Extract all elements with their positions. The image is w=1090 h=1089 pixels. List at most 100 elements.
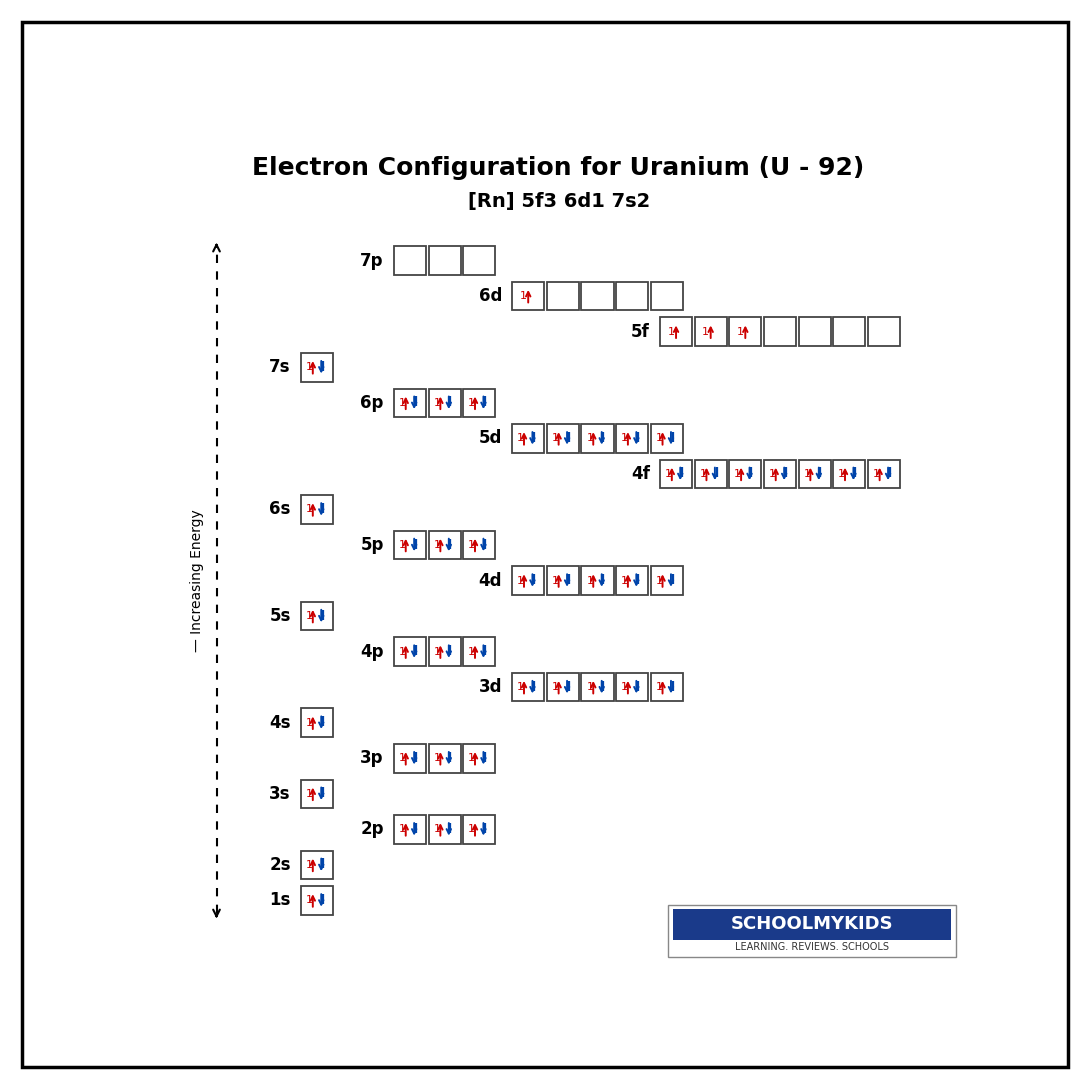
Text: 4p: 4p — [361, 643, 384, 661]
Text: l: l — [320, 858, 325, 871]
Bar — [547, 282, 579, 310]
Text: 3d: 3d — [479, 678, 502, 696]
Text: 1: 1 — [434, 824, 440, 834]
Text: 1: 1 — [656, 433, 663, 443]
Text: l: l — [853, 467, 857, 480]
Text: 3p: 3p — [361, 749, 384, 768]
Text: 1: 1 — [468, 754, 475, 763]
Text: 1: 1 — [520, 291, 526, 302]
Text: 1: 1 — [468, 647, 475, 657]
Bar — [868, 318, 900, 346]
Text: 5d: 5d — [479, 429, 502, 448]
Bar — [547, 424, 579, 453]
Text: 6s: 6s — [269, 501, 291, 518]
Bar — [651, 673, 682, 701]
Text: 1: 1 — [399, 540, 405, 550]
Text: 1: 1 — [667, 327, 675, 337]
Bar — [729, 318, 761, 346]
Text: 1: 1 — [586, 682, 593, 693]
Text: 1: 1 — [306, 611, 313, 621]
Text: 4f: 4f — [631, 465, 650, 482]
Bar — [694, 318, 727, 346]
Text: l: l — [320, 503, 325, 516]
Text: 1: 1 — [434, 754, 440, 763]
Text: l: l — [448, 645, 452, 658]
Bar — [799, 318, 831, 346]
Bar — [668, 905, 956, 956]
Bar — [301, 780, 334, 808]
Text: 1: 1 — [468, 397, 475, 407]
Bar — [581, 673, 614, 701]
Text: 1: 1 — [665, 469, 671, 479]
Bar — [428, 815, 461, 844]
Text: 1: 1 — [656, 576, 663, 586]
Bar — [799, 460, 831, 488]
Text: l: l — [602, 574, 605, 587]
Bar — [764, 318, 796, 346]
Text: 1: 1 — [700, 469, 706, 479]
Text: 1: 1 — [517, 682, 524, 693]
Text: 2p: 2p — [361, 820, 384, 839]
Text: 1: 1 — [702, 327, 710, 337]
Bar — [463, 744, 495, 772]
Text: l: l — [320, 894, 325, 907]
Text: l: l — [414, 823, 417, 836]
Bar — [729, 460, 761, 488]
Text: 1: 1 — [517, 433, 524, 443]
Bar — [301, 602, 334, 631]
Bar — [616, 673, 649, 701]
Text: 1: 1 — [552, 576, 559, 586]
Text: l: l — [483, 751, 487, 764]
Text: l: l — [532, 681, 536, 694]
Bar — [547, 673, 579, 701]
Bar — [463, 637, 495, 665]
Bar — [428, 389, 461, 417]
Text: 1: 1 — [399, 824, 405, 834]
Text: 1: 1 — [735, 469, 741, 479]
Text: 5p: 5p — [361, 536, 384, 554]
Bar — [393, 815, 426, 844]
Text: 1: 1 — [306, 788, 313, 799]
Text: SCHOOLMYKIDS: SCHOOLMYKIDS — [730, 915, 894, 933]
Text: 1: 1 — [468, 824, 475, 834]
Text: 1: 1 — [873, 469, 880, 479]
Bar — [463, 389, 495, 417]
Text: l: l — [448, 538, 452, 551]
Text: l: l — [602, 681, 605, 694]
Bar — [661, 460, 692, 488]
Text: l: l — [483, 396, 487, 409]
Text: l: l — [320, 717, 325, 730]
Bar — [547, 566, 579, 595]
Text: 1: 1 — [306, 718, 313, 727]
Text: 1: 1 — [468, 540, 475, 550]
Text: l: l — [532, 574, 536, 587]
Text: [Rn] 5f3 6d1 7s2: [Rn] 5f3 6d1 7s2 — [468, 193, 650, 211]
Text: 1: 1 — [399, 397, 405, 407]
Text: 1: 1 — [737, 327, 743, 337]
Text: 1: 1 — [306, 363, 313, 372]
Text: 4s: 4s — [269, 713, 291, 732]
Text: l: l — [483, 823, 487, 836]
Text: l: l — [483, 645, 487, 658]
Text: 1: 1 — [306, 504, 313, 514]
Text: l: l — [414, 538, 417, 551]
Text: l: l — [670, 432, 675, 445]
Text: — Increasing Energy: — Increasing Energy — [190, 510, 204, 652]
Bar — [428, 744, 461, 772]
Bar — [764, 460, 796, 488]
Bar — [651, 424, 682, 453]
Text: l: l — [448, 823, 452, 836]
Text: 6d: 6d — [479, 287, 502, 305]
Bar — [301, 709, 334, 737]
Bar — [301, 851, 334, 879]
Bar — [616, 424, 649, 453]
Bar — [463, 815, 495, 844]
Bar — [512, 566, 544, 595]
Text: l: l — [670, 574, 675, 587]
Bar — [301, 353, 334, 381]
Text: 1s: 1s — [269, 892, 291, 909]
Bar — [651, 566, 682, 595]
Text: 7p: 7p — [361, 252, 384, 270]
Bar — [673, 909, 952, 940]
Text: l: l — [414, 645, 417, 658]
